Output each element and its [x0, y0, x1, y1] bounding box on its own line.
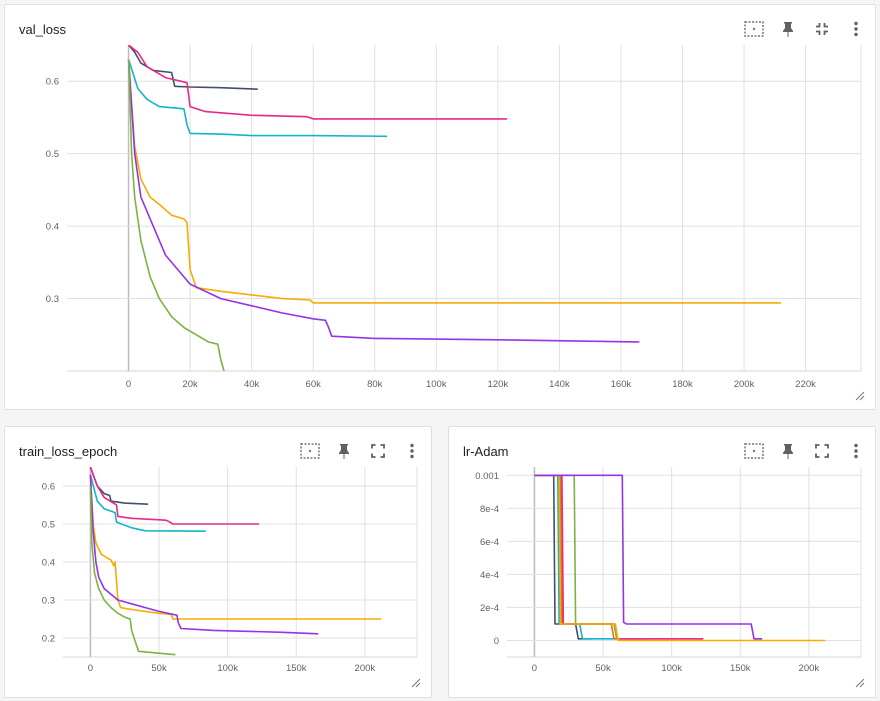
card-title: train_loss_epoch: [19, 444, 118, 459]
series-line-0[interactable]: [127, 45, 258, 90]
val-loss-chart[interactable]: 0 20k 40k 60k 80k 100k 120k 140k 160k 180k 200k 220…: [5, 5, 877, 411]
resize-handle-icon[interactable]: [853, 675, 865, 688]
y-tick-label: 0: [494, 636, 499, 647]
series-line-5[interactable]: [89, 485, 176, 656]
x-tick-label: 50k: [151, 663, 167, 674]
lr-adam-card: lr-Adam 0 50k 100k 150k 200k 0.001 8e-4 6e-4 4e-…: [448, 426, 876, 698]
y-tick-label: 0.2: [42, 634, 55, 645]
lr-adam-chart[interactable]: 0 50k 100k 150k 200k 0.001 8e-4 6e-4 4e-4 2e-4 0: [449, 427, 877, 699]
series-line-2[interactable]: [89, 474, 206, 532]
series-line-3[interactable]: [89, 474, 382, 620]
y-tick-label: 0.3: [46, 294, 59, 305]
train-loss-epoch-card: train_loss_epoch 0 50k 100k 150k 200k 0.6 0.5 0…: [4, 426, 432, 698]
pin-icon[interactable]: [777, 18, 799, 40]
fit-domain-icon[interactable]: [743, 440, 765, 462]
y-tick-label: 0.001: [475, 471, 499, 482]
x-tick-label: 140k: [549, 379, 570, 390]
more-vert-icon[interactable]: [845, 18, 867, 40]
x-tick-label: 120k: [488, 379, 509, 390]
pin-icon[interactable]: [777, 440, 799, 462]
x-tick-label: 200k: [799, 663, 820, 674]
x-tick-label: 80k: [367, 379, 383, 390]
fit-domain-icon[interactable]: [299, 440, 321, 462]
series-line-4[interactable]: [89, 474, 319, 635]
resize-handle-icon[interactable]: [853, 388, 865, 401]
y-tick-label: 0.4: [42, 558, 55, 569]
series-line-1[interactable]: [128, 45, 508, 120]
collapse-icon[interactable]: [811, 18, 833, 40]
series-line-5[interactable]: [127, 59, 225, 372]
y-tick-label: 0.5: [46, 149, 59, 160]
x-tick-label: 160k: [611, 379, 632, 390]
series-line-2[interactable]: [127, 59, 388, 138]
series-line-4[interactable]: [127, 59, 640, 343]
more-vert-icon[interactable]: [845, 440, 867, 462]
series-line-4[interactable]: [534, 474, 620, 640]
x-tick-label: 0: [532, 663, 537, 674]
x-tick-label: 40k: [244, 379, 260, 390]
x-tick-label: 20k: [182, 379, 198, 390]
x-tick-label: 50k: [595, 663, 611, 674]
more-vert-icon[interactable]: [401, 440, 423, 462]
series-line-5[interactable]: [534, 474, 826, 642]
y-tick-label: 6e-4: [480, 537, 499, 548]
expand-icon[interactable]: [367, 440, 389, 462]
train-loss-epoch-chart[interactable]: 0 50k 100k 150k 200k 0.6 0.5 0.4 0.3 0.2: [5, 427, 433, 699]
resize-handle-icon[interactable]: [409, 675, 421, 688]
y-tick-label: 0.6: [42, 482, 55, 493]
y-tick-label: 4e-4: [480, 570, 499, 581]
y-tick-label: 8e-4: [480, 504, 499, 515]
val-loss-card: val_loss 0 20k 40k 60k 80k 100k 120k 140k 160k 18…: [4, 4, 876, 410]
series-line-1[interactable]: [89, 467, 260, 525]
x-tick-label: 200k: [734, 379, 755, 390]
series-line-6[interactable]: [534, 474, 763, 640]
x-tick-label: 0: [126, 379, 131, 390]
fit-domain-icon[interactable]: [743, 18, 765, 40]
x-tick-label: 0: [88, 663, 93, 674]
y-tick-label: 0.4: [46, 222, 59, 233]
card-title: val_loss: [19, 22, 66, 37]
x-tick-label: 180k: [672, 379, 693, 390]
x-tick-label: 150k: [730, 663, 751, 674]
x-tick-label: 200k: [355, 663, 376, 674]
y-tick-label: 0.3: [42, 596, 55, 607]
y-tick-label: 2e-4: [480, 603, 499, 614]
x-tick-label: 150k: [286, 663, 307, 674]
expand-icon[interactable]: [811, 440, 833, 462]
x-tick-label: 220k: [795, 379, 816, 390]
x-tick-label: 100k: [661, 663, 682, 674]
x-tick-label: 100k: [426, 379, 447, 390]
card-title: lr-Adam: [463, 444, 509, 459]
x-tick-label: 60k: [306, 379, 322, 390]
y-tick-label: 0.6: [46, 77, 59, 88]
series-line-1[interactable]: [534, 474, 650, 640]
y-tick-label: 0.5: [42, 520, 55, 531]
pin-icon[interactable]: [333, 440, 355, 462]
series-line-3[interactable]: [127, 59, 781, 304]
x-tick-label: 100k: [217, 663, 238, 674]
